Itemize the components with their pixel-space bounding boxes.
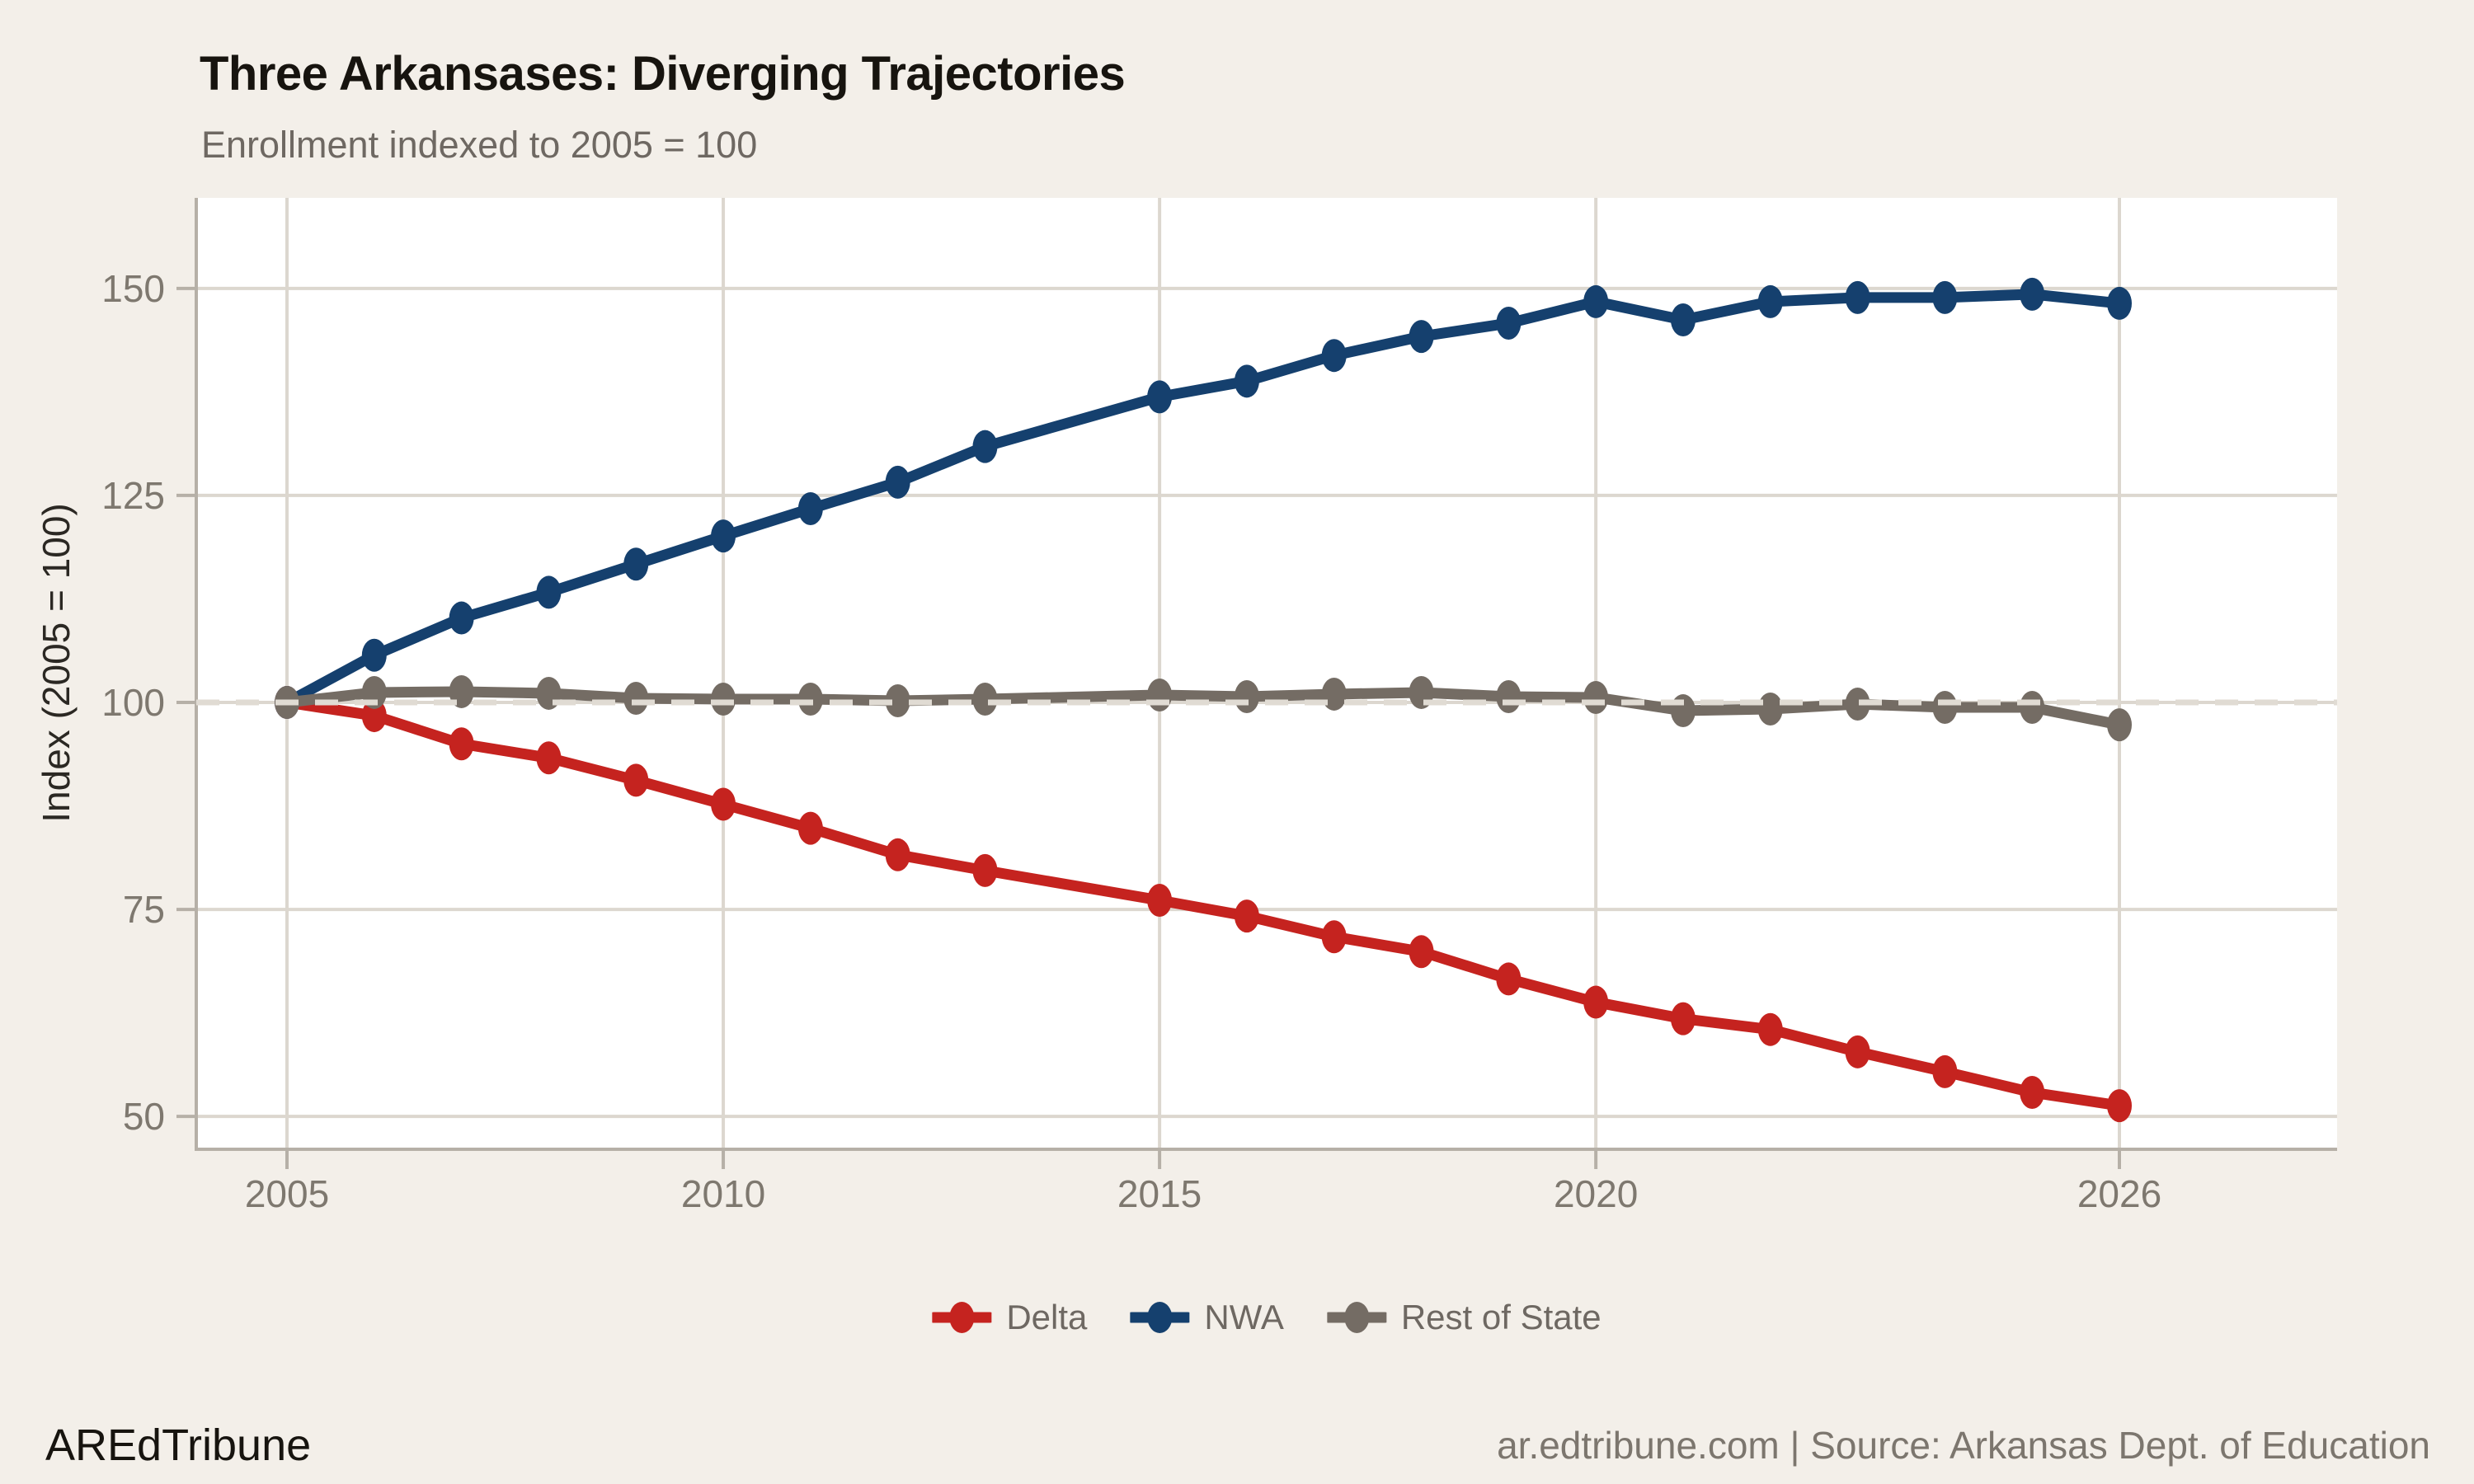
data-point <box>361 699 387 733</box>
data-point <box>1670 1002 1696 1036</box>
footer-brand: AREdTribune <box>45 1421 312 1470</box>
data-point <box>1409 935 1434 969</box>
data-point <box>2107 286 2133 320</box>
data-point <box>623 681 649 715</box>
y-tick-label: 125 <box>101 474 165 517</box>
data-point <box>536 741 562 775</box>
legend-key-icon <box>1130 1302 1190 1333</box>
legend-item-delta: Delta <box>932 1298 1087 1337</box>
data-point <box>1234 899 1259 933</box>
footer-source: ar.edtribune.com | Source: Arkansas Dept… <box>1497 1424 2430 1467</box>
data-point <box>797 811 823 845</box>
data-point <box>623 547 649 581</box>
plot-panel <box>196 198 2337 1149</box>
data-point <box>2020 1076 2045 1110</box>
data-point <box>1932 691 1958 725</box>
legend-label: Rest of State <box>1400 1298 1602 1336</box>
data-point <box>1234 679 1259 713</box>
legend-label: NWA <box>1204 1298 1284 1336</box>
legend-key-icon <box>1326 1302 1386 1333</box>
data-point <box>536 575 562 609</box>
y-tick-label: 150 <box>101 267 165 310</box>
legend-key-dot <box>1343 1302 1369 1333</box>
page-subtitle: Enrollment indexed to 2005 = 100 <box>201 124 758 166</box>
y-tick-label: 100 <box>101 681 165 724</box>
legend-item-rest-of-state: Rest of State <box>1326 1298 1602 1337</box>
data-point <box>2107 708 2133 742</box>
data-point <box>1757 1012 1783 1046</box>
series-nwa <box>275 277 2133 719</box>
legend-key-dot <box>949 1302 975 1333</box>
y-tick-label: 75 <box>123 888 165 931</box>
data-point <box>1147 380 1173 414</box>
axes <box>176 198 2337 1169</box>
data-point <box>1583 985 1609 1019</box>
data-point <box>623 763 649 797</box>
legend-key-icon <box>932 1302 992 1333</box>
data-point <box>1583 680 1609 714</box>
data-point <box>1932 280 1958 314</box>
chart-legend: Delta NWA Rest of State <box>932 1298 1602 1337</box>
data-point <box>1321 677 1347 711</box>
series-rest-of-state <box>275 674 2133 742</box>
data-point <box>1147 884 1173 918</box>
data-point <box>1757 693 1783 726</box>
data-point <box>1321 920 1347 954</box>
data-point <box>1409 320 1434 354</box>
data-point <box>1670 303 1696 337</box>
legend-item-nwa: NWA <box>1130 1298 1284 1337</box>
data-point <box>1321 339 1347 373</box>
data-point <box>1496 679 1522 713</box>
data-point <box>711 682 736 716</box>
data-point <box>449 601 474 635</box>
data-point <box>1757 284 1783 318</box>
data-point <box>1845 688 1870 721</box>
y-axis-title: Index (2005 = 100) <box>35 503 78 823</box>
data-point <box>885 683 910 717</box>
y-tick-label: 50 <box>123 1095 165 1138</box>
data-point <box>972 853 998 887</box>
x-tick-label: 2026 <box>2077 1172 2161 1215</box>
data-point <box>1496 962 1522 996</box>
data-point <box>2020 277 2045 311</box>
data-point <box>1845 1035 1870 1068</box>
data-point <box>885 465 910 499</box>
x-tick-label: 2005 <box>245 1172 329 1215</box>
tick-labels: 50 75 100 125 150 2005 2010 2015 2020 2026 <box>101 267 2161 1215</box>
data-point <box>1932 1054 1958 1088</box>
data-point <box>972 430 998 463</box>
x-tick-label: 2010 <box>681 1172 765 1215</box>
data-point <box>711 787 736 821</box>
x-tick-label: 2020 <box>1554 1172 1638 1215</box>
data-point <box>2020 691 2045 725</box>
data-point <box>1496 307 1522 340</box>
series-delta <box>275 686 2133 1123</box>
legend-label: Delta <box>1006 1298 1088 1336</box>
data-point <box>1670 694 1696 728</box>
page-title: Three Arkansases: Diverging Trajectories <box>200 47 1126 101</box>
data-point <box>797 682 823 716</box>
data-point <box>2107 1089 2133 1123</box>
data-point <box>1234 364 1259 398</box>
data-point <box>885 838 910 871</box>
legend-key-dot <box>1147 1302 1173 1333</box>
data-point <box>1147 678 1173 711</box>
data-point <box>797 491 823 525</box>
data-point <box>1583 284 1609 318</box>
data-point <box>361 638 387 672</box>
data-point <box>1845 280 1870 314</box>
x-tick-label: 2015 <box>1117 1172 1202 1215</box>
data-point <box>449 727 474 761</box>
data-point <box>711 519 736 553</box>
data-point <box>972 682 998 716</box>
